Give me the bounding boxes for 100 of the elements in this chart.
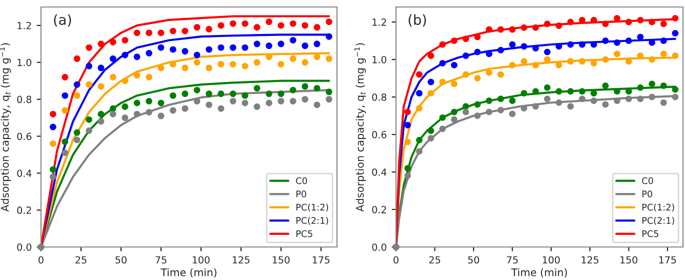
point [637, 84, 644, 91]
point [194, 52, 200, 58]
point [450, 80, 458, 88]
legend-label: PC5 [296, 230, 312, 238]
point [302, 83, 308, 90]
point [567, 18, 574, 26]
point [439, 126, 446, 132]
x-tick-label: 150 [620, 256, 638, 264]
point [637, 16, 644, 24]
point [660, 50, 667, 58]
point [497, 106, 504, 114]
point [648, 94, 656, 100]
point [230, 60, 236, 68]
point [578, 96, 586, 102]
point [62, 107, 68, 114]
point [182, 64, 188, 72]
point [590, 90, 598, 97]
x-axis-title: Time (min) [511, 268, 567, 278]
point [98, 110, 104, 118]
point [302, 22, 308, 29]
point [578, 41, 586, 48]
point [290, 36, 296, 44]
point [290, 55, 296, 62]
point [672, 14, 678, 22]
point [497, 71, 504, 78]
point [62, 138, 68, 146]
point [556, 43, 562, 50]
point [590, 60, 598, 67]
point [158, 44, 164, 51]
point [314, 54, 320, 60]
point [509, 97, 516, 104]
point [218, 105, 224, 112]
point [218, 60, 224, 68]
point [672, 94, 678, 100]
point [602, 56, 609, 63]
point [326, 33, 332, 40]
point [122, 78, 128, 84]
point [134, 110, 140, 118]
point [194, 59, 200, 66]
point [416, 90, 423, 97]
point [404, 164, 411, 172]
point [158, 100, 164, 106]
point [486, 26, 492, 33]
point [416, 104, 423, 112]
point [590, 97, 598, 104]
point [242, 44, 248, 51]
point [520, 90, 528, 97]
point [625, 18, 632, 26]
x-axis-title: Time (min) [160, 268, 216, 278]
point [98, 64, 104, 72]
point [290, 20, 296, 27]
point [474, 48, 481, 56]
point [497, 96, 504, 102]
point [230, 20, 236, 27]
legend-label: C0 [642, 177, 653, 184]
point [74, 92, 80, 99]
point [450, 108, 458, 116]
point [50, 174, 56, 180]
point [314, 102, 320, 108]
x-tick-label: 25 [429, 256, 440, 264]
point [520, 24, 528, 31]
point [567, 41, 574, 48]
point [290, 98, 296, 104]
point [230, 98, 236, 104]
point [170, 92, 176, 99]
point [439, 41, 446, 48]
point [509, 110, 516, 118]
point [428, 78, 434, 86]
point [602, 20, 609, 28]
point [206, 46, 212, 53]
point [254, 40, 260, 48]
point [242, 100, 248, 106]
point [648, 56, 656, 63]
x-tick-label: 75 [506, 256, 518, 264]
x-tick-label: 100 [542, 256, 560, 264]
point [170, 107, 176, 114]
point [672, 52, 678, 60]
annotation: (a) [54, 14, 71, 27]
point [416, 148, 423, 155]
point [404, 172, 411, 180]
point [98, 118, 104, 125]
point [614, 97, 620, 104]
point [302, 59, 308, 66]
point [474, 34, 481, 40]
point [637, 96, 644, 102]
point [314, 40, 320, 48]
point [625, 96, 632, 102]
point [474, 74, 481, 82]
point [182, 28, 188, 34]
legend-label: P0 [296, 190, 306, 198]
point [450, 62, 458, 68]
legend-label: PC(1:2) [296, 204, 328, 212]
point [520, 43, 528, 50]
point [50, 140, 56, 147]
point [266, 18, 272, 26]
y-tick-label: 0.4 [17, 170, 32, 177]
point [50, 124, 56, 130]
point [326, 18, 332, 26]
point [509, 62, 516, 68]
point [146, 50, 152, 56]
